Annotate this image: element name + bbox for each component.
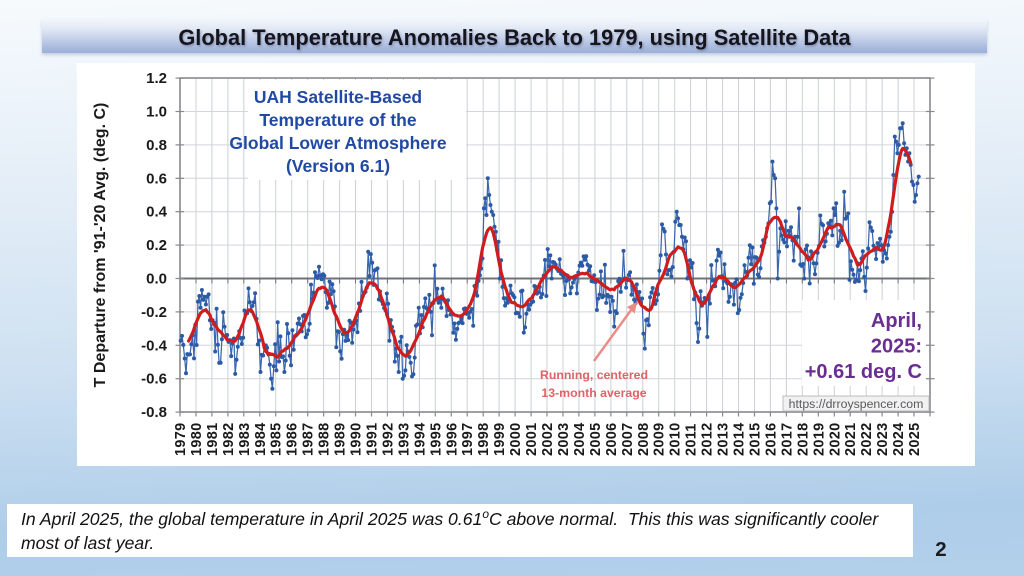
svg-text:13-month average: 13-month average — [541, 386, 646, 400]
svg-text:2005: 2005 — [588, 423, 604, 456]
svg-text:1990: 1990 — [349, 423, 365, 456]
svg-text:2018: 2018 — [795, 423, 811, 456]
svg-text:2015: 2015 — [748, 423, 764, 456]
svg-text:UAH Satellite-Based: UAH Satellite-Based — [254, 87, 422, 107]
svg-text:1986: 1986 — [285, 423, 301, 456]
svg-text:T Departure from '91-'20 Avg.: T Departure from '91-'20 Avg. (deg. C) — [92, 103, 109, 388]
svg-text:2009: 2009 — [652, 423, 668, 456]
svg-text:2004: 2004 — [572, 423, 588, 456]
svg-text:2008: 2008 — [636, 423, 652, 456]
svg-text:https://drroyspencer.com: https://drroyspencer.com — [789, 397, 924, 411]
svg-text:1987: 1987 — [301, 423, 317, 456]
svg-text:2003: 2003 — [556, 423, 572, 456]
svg-text:1984: 1984 — [253, 423, 269, 456]
svg-text:2010: 2010 — [668, 423, 684, 456]
svg-text:1992: 1992 — [380, 423, 396, 456]
svg-text:2017: 2017 — [779, 423, 795, 456]
svg-text:2002: 2002 — [540, 423, 556, 456]
svg-text:2013: 2013 — [716, 423, 732, 456]
svg-text:1989: 1989 — [333, 423, 349, 456]
svg-text:2007: 2007 — [620, 423, 636, 456]
svg-text:1980: 1980 — [189, 423, 205, 456]
svg-text:0.8: 0.8 — [146, 137, 167, 154]
svg-text:1993: 1993 — [396, 423, 412, 456]
svg-text:2020: 2020 — [827, 423, 843, 456]
svg-text:1995: 1995 — [428, 423, 444, 456]
svg-text:2001: 2001 — [524, 423, 540, 456]
svg-text:2024: 2024 — [891, 423, 907, 456]
svg-text:1994: 1994 — [412, 423, 428, 456]
svg-text:1.2: 1.2 — [146, 70, 167, 87]
svg-text:2016: 2016 — [763, 423, 779, 456]
svg-text:1998: 1998 — [476, 423, 492, 456]
svg-text:1999: 1999 — [492, 423, 508, 456]
svg-text:2011: 2011 — [684, 423, 700, 456]
svg-text:1988: 1988 — [317, 423, 333, 456]
svg-text:-0.4: -0.4 — [141, 337, 168, 354]
svg-text:1996: 1996 — [444, 423, 460, 456]
svg-text:0.6: 0.6 — [146, 170, 167, 187]
svg-text:-0.2: -0.2 — [141, 304, 167, 321]
svg-text:0.4: 0.4 — [146, 204, 168, 221]
svg-text:1983: 1983 — [237, 423, 253, 456]
svg-text:2000: 2000 — [508, 423, 524, 456]
svg-text:Running, centered: Running, centered — [540, 368, 648, 382]
svg-text:1985: 1985 — [269, 423, 285, 456]
svg-text:2023: 2023 — [875, 423, 891, 456]
svg-text:2006: 2006 — [604, 423, 620, 456]
svg-text:2022: 2022 — [859, 423, 875, 456]
svg-text:April,: April, — [871, 310, 922, 332]
svg-text:1991: 1991 — [365, 423, 381, 456]
svg-text:1982: 1982 — [221, 423, 237, 456]
svg-text:2025: 2025 — [907, 423, 923, 456]
svg-text:0.2: 0.2 — [146, 237, 167, 254]
svg-text:0.0: 0.0 — [146, 271, 167, 288]
svg-text:1981: 1981 — [205, 423, 221, 456]
svg-text:1997: 1997 — [460, 423, 476, 456]
svg-text:Global Lower Atmosphere: Global Lower Atmosphere — [229, 133, 446, 153]
svg-text:1979: 1979 — [173, 423, 189, 456]
svg-text:(Version 6.1): (Version 6.1) — [286, 156, 390, 176]
svg-text:1.0: 1.0 — [146, 104, 167, 121]
svg-text:2012: 2012 — [700, 423, 716, 456]
svg-text:2021: 2021 — [843, 423, 859, 456]
svg-text:-0.8: -0.8 — [141, 404, 167, 421]
svg-text:Temperature of the: Temperature of the — [259, 110, 416, 130]
svg-text:-0.6: -0.6 — [141, 371, 167, 388]
svg-text:2014: 2014 — [732, 423, 748, 456]
svg-text:2025:: 2025: — [871, 336, 922, 358]
svg-text:+0.61 deg. C: +0.61 deg. C — [805, 361, 922, 383]
svg-text:2019: 2019 — [811, 423, 827, 456]
